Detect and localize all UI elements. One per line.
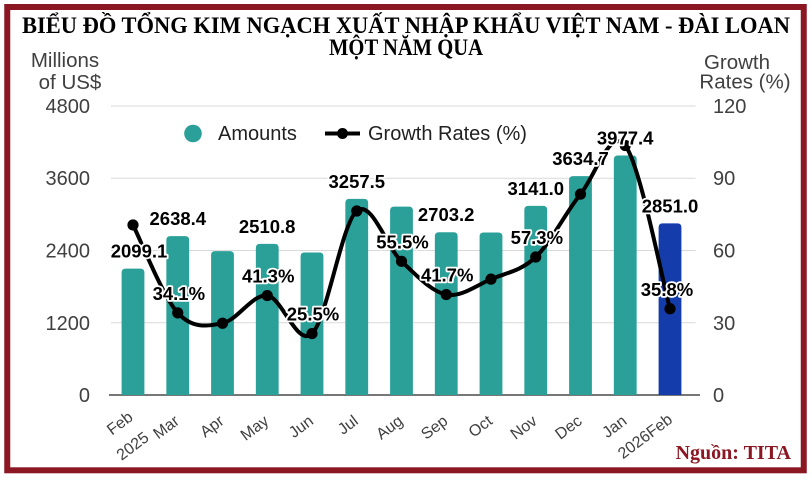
svg-text:3141.0: 3141.0 bbox=[508, 178, 565, 199]
svg-text:55.5%: 55.5% bbox=[376, 231, 428, 252]
svg-text:1200: 1200 bbox=[46, 313, 91, 335]
svg-text:41.7%: 41.7% bbox=[421, 265, 473, 286]
svg-text:Amounts: Amounts bbox=[218, 123, 297, 145]
svg-text:2638.4: 2638.4 bbox=[150, 208, 207, 229]
svg-text:Rates (%): Rates (%) bbox=[699, 71, 790, 94]
svg-text:MỘT NĂM QUA: MỘT NĂM QUA bbox=[329, 34, 483, 60]
svg-text:3257.5: 3257.5 bbox=[329, 171, 386, 192]
svg-text:41.3%: 41.3% bbox=[242, 266, 294, 287]
svg-text:2703.2: 2703.2 bbox=[418, 204, 475, 225]
svg-text:120: 120 bbox=[713, 96, 746, 118]
svg-text:of US$: of US$ bbox=[39, 71, 102, 94]
svg-text:34.1%: 34.1% bbox=[153, 283, 205, 304]
svg-text:60: 60 bbox=[713, 241, 735, 263]
svg-text:2851.0: 2851.0 bbox=[642, 195, 699, 216]
svg-text:25.5%: 25.5% bbox=[287, 304, 339, 325]
svg-text:3634.7: 3634.7 bbox=[552, 148, 609, 169]
svg-text:0: 0 bbox=[713, 385, 724, 407]
svg-text:3600: 3600 bbox=[46, 168, 91, 190]
svg-text:Nguồn: TITA: Nguồn: TITA bbox=[676, 442, 792, 464]
svg-text:57.3%: 57.3% bbox=[511, 227, 563, 248]
svg-text:2099.1: 2099.1 bbox=[111, 241, 168, 262]
svg-text:2400: 2400 bbox=[46, 241, 91, 263]
svg-text:4800: 4800 bbox=[46, 96, 91, 118]
svg-text:Millions: Millions bbox=[31, 49, 99, 72]
svg-text:Growth: Growth bbox=[704, 51, 770, 74]
svg-text:Growth Rates (%): Growth Rates (%) bbox=[368, 123, 527, 145]
svg-text:BIỂU ĐỒ TỔNG KIM NGẠCH XUẤT NH: BIỂU ĐỒ TỔNG KIM NGẠCH XUẤT NHẬP KHẨU VI… bbox=[22, 12, 790, 38]
svg-text:35.8%: 35.8% bbox=[641, 279, 693, 300]
svg-text:3977.4: 3977.4 bbox=[597, 128, 654, 149]
svg-text:30: 30 bbox=[713, 313, 735, 335]
svg-text:0: 0 bbox=[79, 385, 90, 407]
svg-text:2510.8: 2510.8 bbox=[239, 216, 296, 237]
svg-text:90: 90 bbox=[713, 168, 735, 190]
